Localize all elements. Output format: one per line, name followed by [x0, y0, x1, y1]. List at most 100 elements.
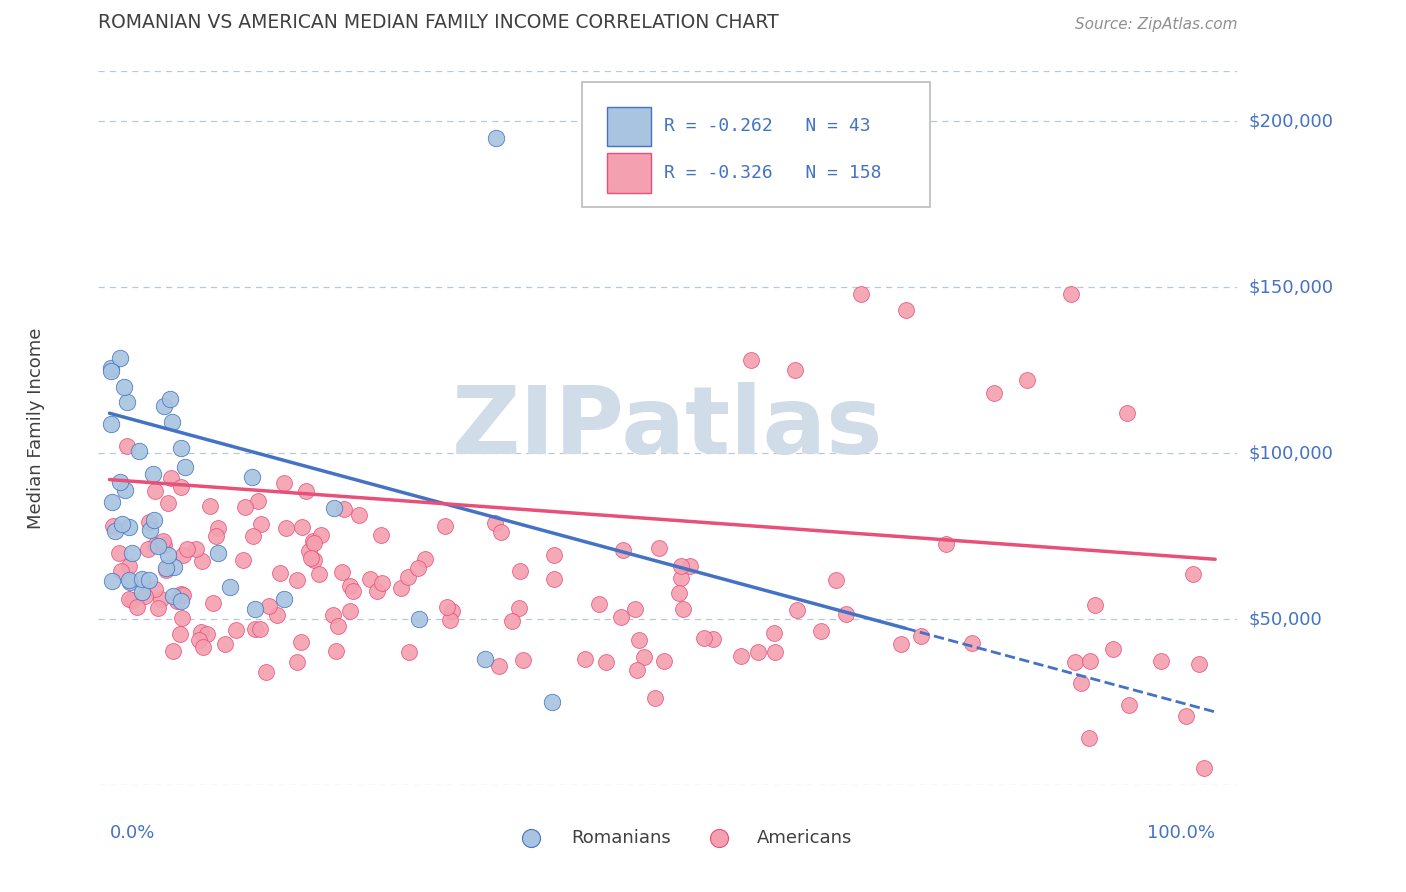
Point — [150, 591, 173, 606]
Point — [112, 379, 135, 393]
Point — [191, 640, 214, 654]
Point — [339, 579, 361, 593]
Text: Median Family Income: Median Family Income — [27, 327, 45, 529]
Point — [205, 529, 228, 543]
Point — [131, 584, 153, 599]
Point — [240, 470, 263, 484]
Point — [1174, 709, 1197, 723]
Point — [143, 484, 166, 499]
Point — [474, 652, 496, 666]
Point — [610, 610, 633, 624]
Point — [1115, 406, 1137, 420]
Point — [810, 624, 832, 639]
FancyBboxPatch shape — [582, 82, 929, 207]
Point — [890, 637, 912, 651]
Point — [266, 608, 288, 623]
Point — [626, 663, 648, 677]
Point — [170, 593, 193, 607]
Point — [295, 483, 318, 498]
Point — [174, 459, 197, 474]
Point — [588, 597, 610, 611]
Point — [100, 364, 122, 378]
Point — [633, 650, 655, 665]
Point — [285, 573, 308, 587]
Point — [138, 515, 160, 529]
Point — [274, 521, 297, 535]
Point — [176, 542, 198, 557]
Point — [783, 363, 806, 377]
Point — [118, 520, 141, 534]
Point — [543, 548, 565, 562]
Point — [309, 527, 332, 541]
Point — [273, 476, 295, 491]
Point — [644, 690, 666, 705]
Point — [1102, 642, 1125, 657]
Point — [143, 512, 166, 526]
Point — [118, 591, 141, 606]
Point — [214, 637, 236, 651]
Point — [347, 508, 370, 522]
Point — [652, 654, 675, 668]
Point — [201, 596, 224, 610]
Point — [219, 580, 242, 594]
Point — [188, 632, 211, 647]
Point — [191, 554, 214, 568]
Point — [1192, 761, 1215, 775]
Point — [441, 604, 464, 618]
Bar — [607, 153, 651, 193]
Bar — [607, 107, 651, 146]
Point — [101, 495, 124, 509]
Point — [257, 599, 280, 613]
Point — [693, 632, 716, 646]
Point — [540, 695, 562, 709]
Point — [142, 467, 165, 482]
Point — [669, 571, 692, 585]
Point — [371, 576, 394, 591]
Point — [243, 602, 266, 616]
Text: $50,000: $50,000 — [1249, 610, 1322, 628]
Point — [170, 480, 193, 494]
Point — [512, 653, 534, 667]
Point — [184, 542, 207, 557]
Point — [851, 286, 873, 301]
Point — [195, 627, 218, 641]
Point — [484, 516, 506, 530]
Text: $100,000: $100,000 — [1249, 444, 1333, 462]
Point — [115, 439, 138, 453]
Point — [249, 623, 271, 637]
Point — [170, 441, 193, 455]
Point — [172, 549, 194, 563]
Point — [672, 602, 695, 616]
Point — [152, 399, 174, 413]
Point — [835, 607, 858, 622]
Point — [163, 559, 186, 574]
Text: R = -0.326   N = 158: R = -0.326 N = 158 — [665, 164, 882, 182]
Point — [595, 655, 617, 669]
Point — [730, 648, 752, 663]
Point — [763, 626, 786, 640]
Point — [254, 665, 277, 680]
Point — [308, 566, 330, 581]
Point — [225, 623, 247, 637]
Point — [162, 589, 184, 603]
Point — [169, 627, 191, 641]
Point — [143, 538, 166, 552]
Point — [249, 517, 271, 532]
Point — [100, 360, 122, 375]
Point — [269, 566, 291, 581]
Point — [114, 483, 136, 498]
Point — [330, 565, 353, 579]
Point — [136, 541, 159, 556]
Point — [152, 537, 174, 551]
Point — [508, 601, 530, 615]
Point — [118, 573, 141, 587]
Text: Americans: Americans — [756, 830, 852, 847]
Point — [1118, 698, 1140, 713]
Point — [322, 608, 344, 623]
Point — [1077, 731, 1099, 746]
Point — [155, 563, 177, 577]
Point — [159, 392, 181, 406]
Point — [413, 552, 436, 566]
Point — [207, 521, 229, 535]
Point — [1060, 286, 1083, 301]
